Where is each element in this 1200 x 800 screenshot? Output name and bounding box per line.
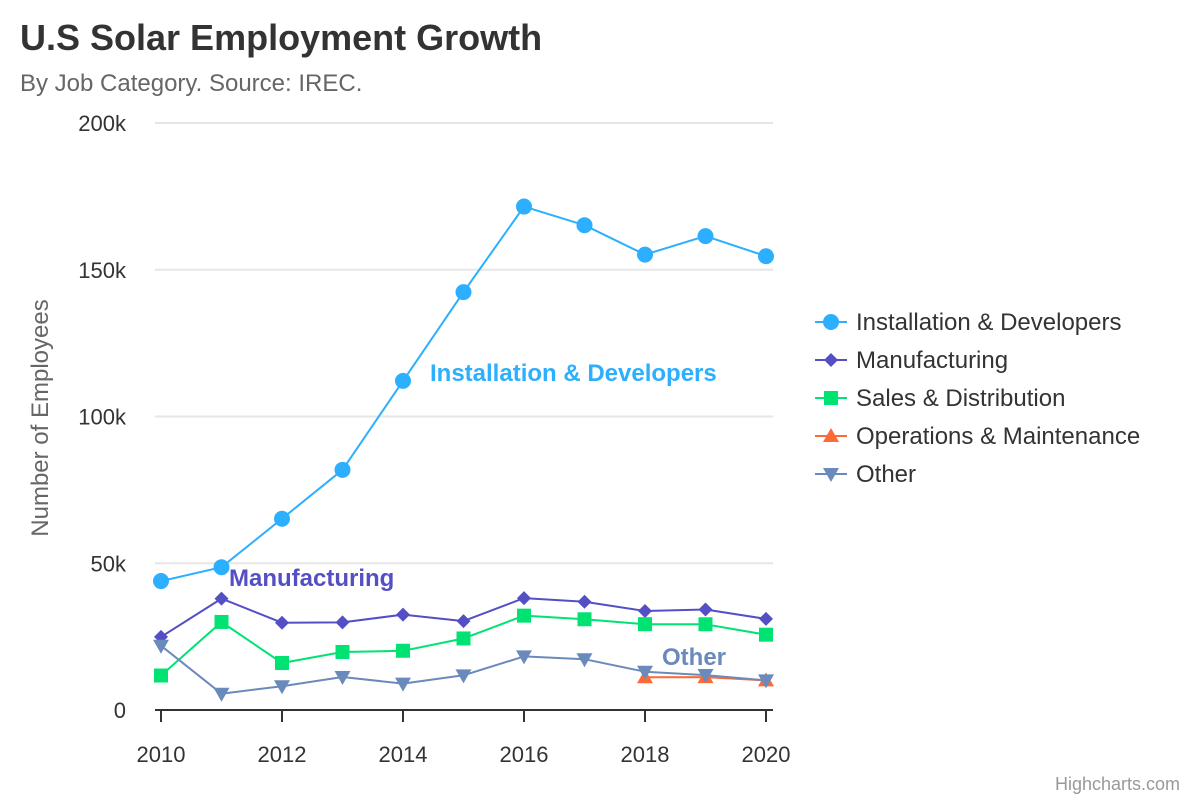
data-point[interactable] — [153, 639, 169, 654]
data-point[interactable] — [455, 669, 472, 684]
grid-lines — [155, 122, 773, 565]
chart-subtitle: By Job Category. Source: IREC. — [20, 70, 362, 97]
legend-item[interactable]: Other — [815, 461, 916, 488]
legend: Installation & Developers Manufacturing Sa… — [815, 309, 1140, 488]
data-point[interactable] — [759, 627, 773, 642]
data-point[interactable] — [638, 617, 652, 632]
data-point[interactable] — [153, 573, 169, 590]
y-axis-title: Number of Employees — [27, 299, 54, 536]
series-labels: Installation & Developers Manufacturing Ot… — [229, 360, 726, 671]
series-label: Installation & Developers — [430, 360, 717, 387]
data-point[interactable] — [275, 656, 289, 671]
y-tick-label: 100k — [78, 405, 127, 430]
data-point[interactable] — [698, 617, 713, 632]
data-point[interactable] — [698, 602, 713, 617]
legend-label: Sales & Distribution — [856, 385, 1065, 412]
axes: 0 50k 100k 150k 200k 2010 2012 2014 2016 2018 2020 — [78, 111, 790, 767]
x-tick-label: 2018 — [621, 742, 670, 767]
data-point[interactable] — [396, 607, 410, 622]
data-point[interactable] — [456, 614, 471, 629]
series-circle — [153, 198, 774, 590]
data-point[interactable] — [577, 612, 592, 627]
y-tick-label: 0 — [114, 698, 126, 723]
legend-item[interactable]: Sales & Distribution — [815, 385, 1065, 412]
data-point[interactable] — [213, 687, 230, 702]
data-point[interactable] — [154, 668, 168, 683]
data-point[interactable] — [517, 591, 531, 606]
data-point[interactable] — [395, 372, 411, 389]
data-point[interactable] — [335, 644, 350, 659]
x-tick-label: 2010 — [137, 742, 186, 767]
data-point[interactable] — [456, 631, 471, 646]
data-point[interactable] — [395, 677, 411, 692]
series-label: Manufacturing — [229, 565, 394, 592]
data-point[interactable] — [758, 674, 774, 689]
data-point[interactable] — [758, 248, 774, 265]
series-line[interactable] — [160, 205, 767, 583]
legend-marker-icon — [824, 391, 838, 405]
data-point[interactable] — [274, 510, 290, 527]
data-point[interactable] — [638, 604, 652, 619]
x-tick-label: 2012 — [258, 742, 307, 767]
legend-label: Manufacturing — [856, 347, 1008, 374]
legend-marker-icon — [823, 428, 839, 442]
y-tick-label: 200k — [78, 111, 127, 136]
x-tick-label: 2020 — [742, 742, 791, 767]
series-triangle-down — [153, 639, 774, 702]
data-point[interactable] — [759, 611, 773, 626]
data-point[interactable] — [516, 650, 532, 665]
series-square — [154, 608, 773, 683]
data-point[interactable] — [637, 665, 653, 680]
legend-marker-icon — [823, 314, 839, 330]
data-point[interactable] — [275, 615, 289, 630]
data-point[interactable] — [577, 594, 592, 609]
data-point[interactable] — [697, 669, 714, 684]
series-layer — [153, 198, 774, 702]
data-point[interactable] — [516, 198, 532, 215]
data-point[interactable] — [697, 228, 714, 245]
data-point[interactable] — [214, 591, 229, 606]
legend-label: Installation & Developers — [856, 309, 1121, 336]
data-point[interactable] — [274, 680, 290, 695]
data-point[interactable] — [396, 643, 410, 658]
legend-item[interactable]: Manufacturing — [815, 347, 1008, 374]
data-point[interactable] — [335, 615, 350, 630]
legend-label: Other — [856, 461, 916, 488]
data-point[interactable] — [213, 559, 230, 576]
legend-marker-icon — [824, 353, 838, 367]
data-point[interactable] — [334, 670, 351, 685]
data-point[interactable] — [637, 246, 653, 263]
y-tick-label: 50k — [91, 551, 127, 576]
legend-item[interactable]: Installation & Developers — [815, 309, 1121, 336]
chart-title: U.S Solar Employment Growth — [20, 17, 542, 58]
y-tick-label: 150k — [78, 258, 127, 283]
data-point[interactable] — [455, 284, 472, 301]
data-point[interactable] — [214, 614, 229, 629]
data-point[interactable] — [517, 608, 531, 623]
data-point[interactable] — [576, 217, 593, 234]
x-tick-label: 2014 — [379, 742, 428, 767]
series-label: Other — [662, 644, 726, 671]
credits-link[interactable]: Highcharts.com — [1055, 774, 1180, 794]
data-point[interactable] — [334, 461, 351, 478]
legend-item[interactable]: Operations & Maintenance — [815, 423, 1140, 450]
legend-label: Operations & Maintenance — [856, 423, 1140, 450]
data-point[interactable] — [576, 653, 593, 668]
x-tick-label: 2016 — [500, 742, 549, 767]
legend-marker-icon — [823, 468, 839, 482]
